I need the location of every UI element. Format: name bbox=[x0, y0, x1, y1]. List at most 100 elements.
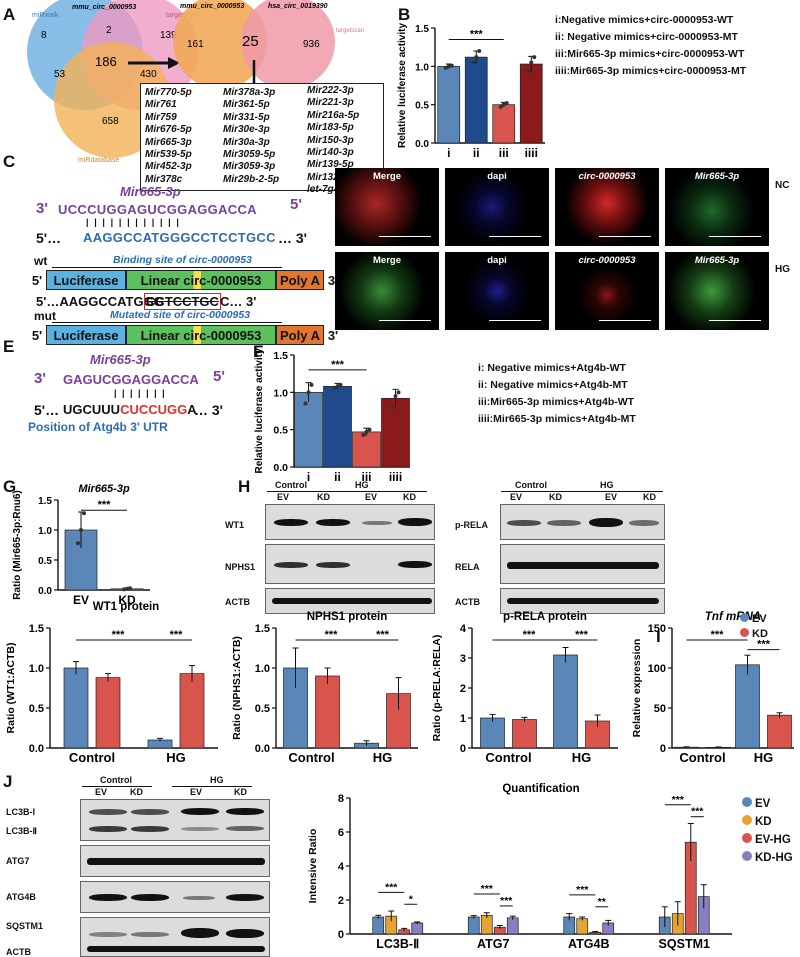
blot-band bbox=[274, 562, 308, 568]
x-tick-label: Control bbox=[485, 750, 531, 765]
legend-dot-icon bbox=[742, 833, 752, 843]
blot-band bbox=[589, 518, 623, 527]
panel-label-e: E bbox=[3, 337, 15, 356]
x-tick-label: iiii bbox=[525, 146, 538, 160]
group-line bbox=[172, 786, 252, 787]
group-hg: HG bbox=[600, 480, 614, 490]
x-tick-label: Control bbox=[679, 750, 725, 765]
lane-label: EV bbox=[605, 492, 618, 502]
chart-nphs1: 0.0 0.5 1.0 1.5 Ratio (NPHS1:ACTB) NPHS1 prot… bbox=[231, 611, 418, 765]
data-point bbox=[393, 394, 398, 399]
y-tick-label: 0.0 bbox=[29, 743, 44, 755]
blot-band bbox=[272, 598, 432, 604]
lane-label: KD bbox=[549, 492, 562, 502]
mir-item: Mir378c bbox=[145, 173, 183, 185]
mut-seq-c: C… 3' bbox=[220, 294, 257, 309]
data-point bbox=[471, 60, 476, 65]
panel-label-c: C bbox=[3, 152, 16, 171]
mir-name: Mir665-3p bbox=[90, 352, 151, 367]
blot-actb bbox=[265, 588, 435, 614]
construct-polya: Poly A bbox=[276, 270, 324, 290]
data-point bbox=[79, 528, 83, 532]
blot-wt1 bbox=[265, 504, 435, 540]
blot-band bbox=[398, 518, 432, 526]
data-point bbox=[446, 64, 451, 69]
seq-3prime: … 3' bbox=[194, 402, 224, 418]
legend-item-ev: EV bbox=[740, 612, 768, 627]
panel-e-schematic: Mir665-3p 3' GAGUCGGAGGACCA 5' | | | | |… bbox=[8, 350, 253, 450]
bar bbox=[519, 63, 543, 144]
chart-title: NPHS1 protein bbox=[307, 611, 388, 623]
bar bbox=[63, 667, 89, 749]
micro-label: circ-0000953 bbox=[578, 171, 636, 182]
venn2-count: 936 bbox=[303, 39, 320, 50]
blot-actb bbox=[80, 941, 270, 957]
bar bbox=[553, 654, 578, 749]
sig-label: *** bbox=[98, 499, 112, 511]
mir-sequence: UCCCUGGAGUCGGAGGACCA bbox=[58, 202, 257, 217]
lane-label: EV bbox=[510, 492, 523, 502]
blot-actb bbox=[500, 588, 665, 614]
construct-polya: Poly A bbox=[276, 325, 324, 345]
blot-row-label: ATG4B bbox=[6, 892, 36, 902]
mir-item: Mir140-3p bbox=[307, 147, 354, 159]
panel-label-j: J bbox=[3, 772, 13, 791]
bar bbox=[372, 916, 385, 935]
legend-b-item: ii: Negative mimics+circ-0000953-MT bbox=[555, 31, 738, 43]
data-point bbox=[76, 541, 80, 546]
legend-b: i:Negative mimics+circ-0000953-WT ii: Ne… bbox=[555, 12, 746, 80]
mir-item: Mir452-3p bbox=[145, 161, 192, 173]
chart-b-luciferase: 0.0 0.5 1.0 1.5 Relative luciferase activity… bbox=[397, 23, 545, 160]
chart-f-luciferase: 0.0 0.5 1.0 1.5 Relative luciferase activity… bbox=[254, 348, 410, 484]
panel-h-blots: Control HG EV KD EV KD WT1 NPHS1 ACTB Co… bbox=[225, 480, 665, 615]
sig-label: * bbox=[409, 893, 414, 905]
venn-count-all: 186 bbox=[95, 54, 117, 69]
data-point bbox=[125, 586, 129, 591]
blot-row-label: ACTB bbox=[6, 947, 31, 957]
sig-label: *** bbox=[481, 883, 494, 895]
y-tick-label: 1.0 bbox=[415, 62, 429, 73]
y-tick-label: 3 bbox=[460, 653, 466, 665]
legend-dot-icon bbox=[742, 851, 752, 861]
y-tick-label: 8 bbox=[338, 793, 344, 805]
scale-bar bbox=[709, 236, 761, 237]
x-tick-label: ii bbox=[334, 470, 341, 484]
x-tick-label: HG bbox=[572, 750, 592, 765]
y-tick-label: 0.5 bbox=[273, 425, 288, 437]
bar bbox=[735, 664, 760, 749]
seq-5prime: 5'… bbox=[34, 402, 60, 418]
micro-nc-circ: circ-0000953 bbox=[555, 168, 659, 246]
bar bbox=[411, 922, 424, 935]
bar bbox=[585, 720, 610, 749]
venn2-label-right2: targetscan bbox=[336, 28, 364, 34]
mir-item: Mir361-5p bbox=[223, 99, 270, 111]
panel-j-blots: Control HG EV KD EV KD LC3B-Ⅰ LC3B-Ⅱ ATG… bbox=[0, 775, 300, 957]
mir-list-box: Mir770-5p Mir761 Mir759 Mir676-5p Mir665… bbox=[140, 83, 384, 195]
legend-item: KD-HG bbox=[742, 849, 793, 867]
y-tick-label: 1.0 bbox=[255, 663, 270, 675]
blot-row-label: SQSTM1 bbox=[6, 921, 44, 931]
x-tick-label: LC3B-Ⅱ bbox=[376, 937, 419, 951]
micro-hg-circ: circ-0000953 bbox=[555, 252, 659, 330]
blot-band bbox=[507, 520, 541, 526]
legend-item-kd: KD bbox=[740, 627, 768, 642]
chart-j-quantification: 0 2 4 6 8 Intensive Ratio Quantification LC3B-Ⅱ… bbox=[307, 783, 732, 951]
y-tick-label: 0.5 bbox=[255, 703, 270, 715]
venn-label-mirwalk: miRwalk bbox=[32, 12, 59, 19]
mir-item: Mir216a-5p bbox=[307, 109, 360, 121]
y-axis-label: Relative luciferase activity bbox=[397, 23, 408, 149]
seq-3prime: 3' bbox=[36, 200, 48, 217]
construct-5prime: 5' bbox=[31, 272, 43, 288]
x-tick-label: ATG7 bbox=[477, 937, 509, 951]
x-tick-label: EV bbox=[73, 593, 89, 607]
panel-c-schematic: Mir665-3p 3' UCCCUGGAGUCGGAGGACCA 5' | |… bbox=[8, 162, 338, 345]
mut-seq-box: CCTCCTGC bbox=[144, 293, 221, 310]
legend-dot-icon bbox=[742, 797, 752, 807]
mir-list-col-3: Mir222-3p Mir221-3p Mir216a-5p Mir183-5p… bbox=[307, 85, 359, 197]
lane-label: KD bbox=[403, 492, 416, 502]
sig-label: ** bbox=[598, 896, 607, 908]
chart-title: Quantification bbox=[502, 783, 579, 795]
y-tick-label: 0.5 bbox=[29, 703, 44, 715]
data-point bbox=[449, 63, 454, 68]
bar bbox=[512, 719, 537, 749]
